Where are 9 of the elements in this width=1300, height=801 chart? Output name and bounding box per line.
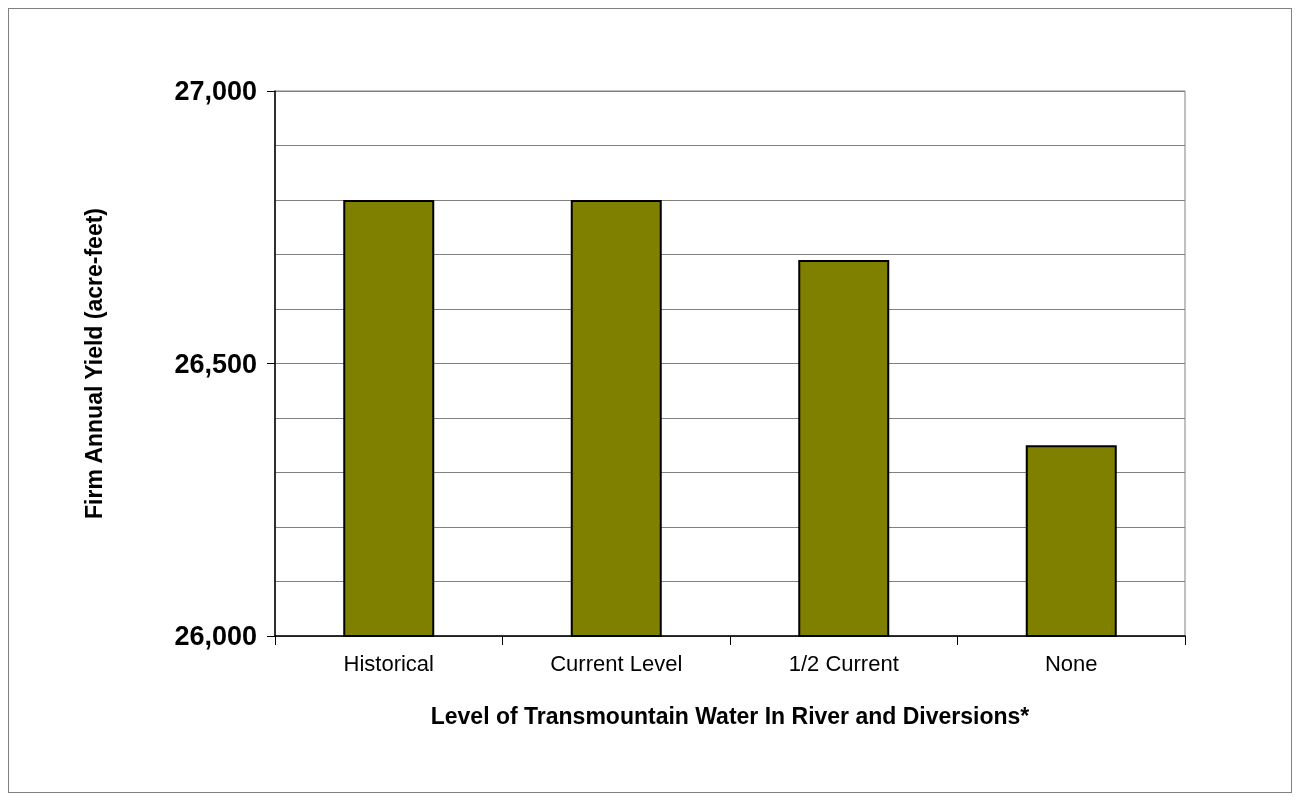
x-tick-label: Historical (343, 650, 434, 676)
x-tick-label: None (1044, 650, 1098, 676)
y-axis-title: Firm Annual Yield (acre-feet) (80, 208, 107, 519)
y-tick-label: 26,000 (174, 621, 257, 651)
x-tick-label: Current Level (550, 650, 683, 676)
y-tick-label: 27,000 (174, 76, 257, 106)
x-tick-label: 1/2 Current (788, 650, 899, 676)
x-axis-title: Level of Transmountain Water In River and Diversions* (430, 702, 1030, 729)
y-tick-label: 26,500 (174, 348, 257, 379)
